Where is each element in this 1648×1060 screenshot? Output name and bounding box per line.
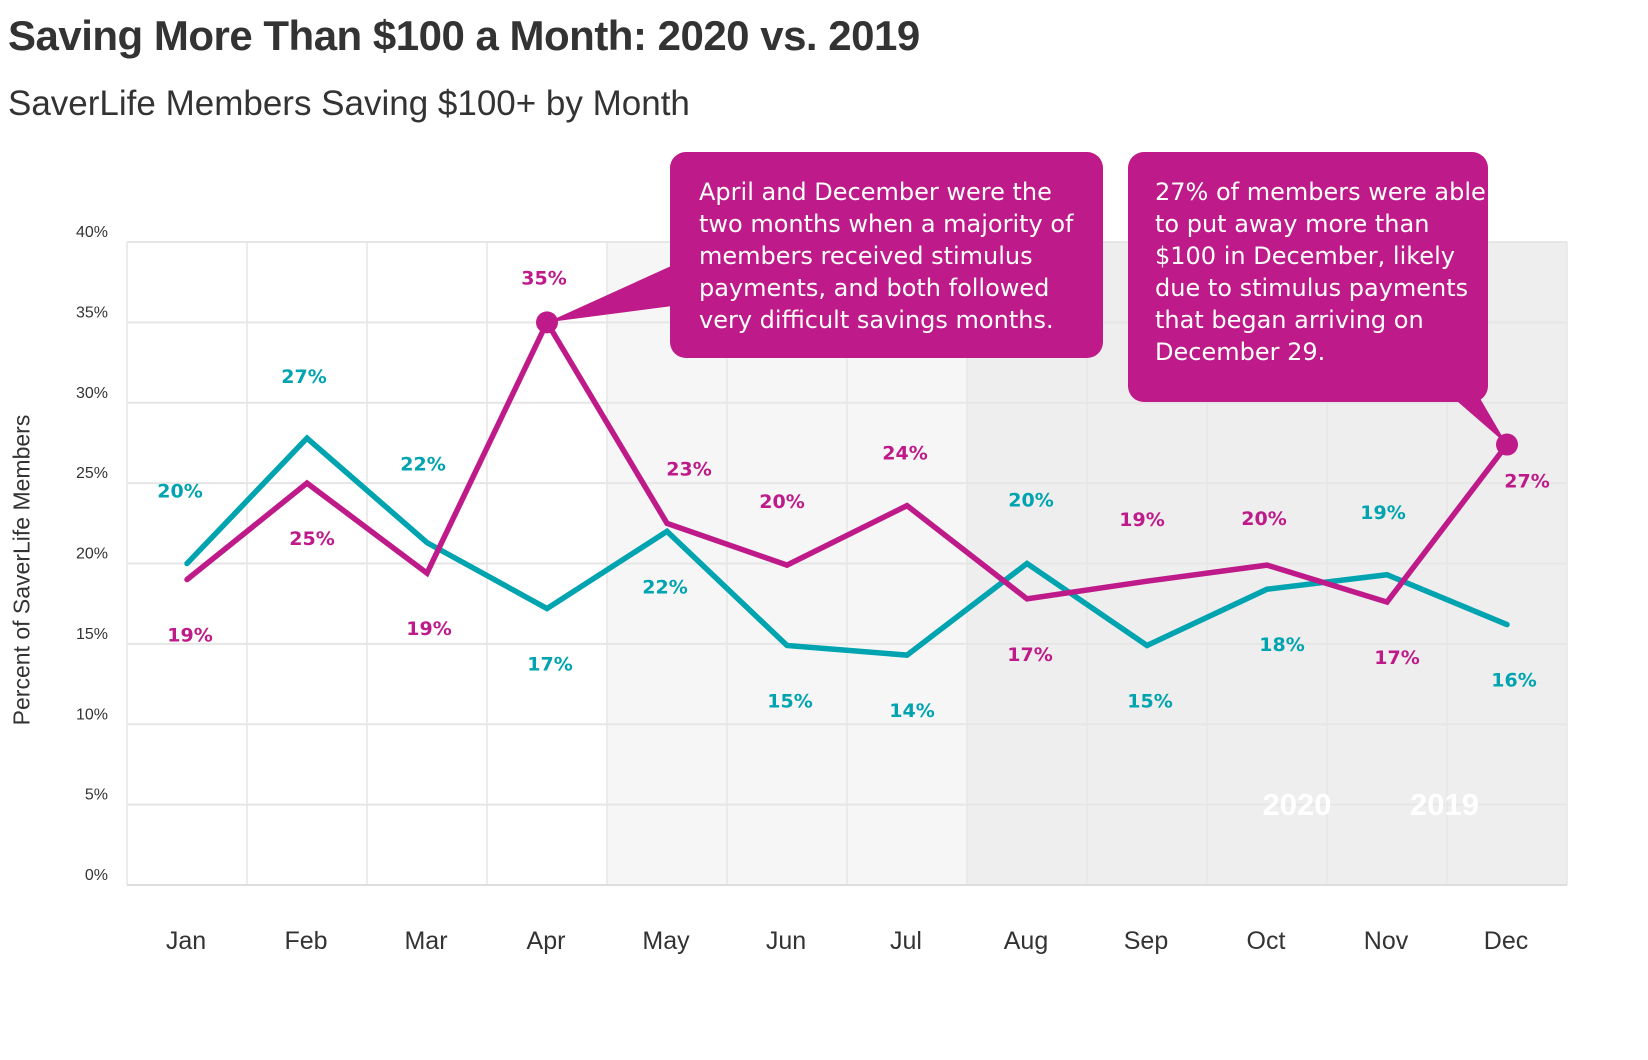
y-tick-label: 5% xyxy=(85,787,108,804)
data-label-2019-apr: 17% xyxy=(527,654,572,676)
chart-title: Saving More Than $100 a Month: 2020 vs. … xyxy=(8,12,920,59)
y-tick-label: 0% xyxy=(85,867,108,884)
marker-2020-dec xyxy=(1496,433,1518,456)
callout-pointers xyxy=(547,262,1507,445)
data-label-2019-jul: 14% xyxy=(889,700,934,722)
data-label-2020-dec: 27% xyxy=(1504,471,1549,493)
x-tick-label: Dec xyxy=(1484,927,1528,955)
data-label-2019-may: 22% xyxy=(642,576,687,598)
x-tick-label: Nov xyxy=(1364,927,1409,955)
y-tick-label: 15% xyxy=(76,626,108,643)
x-tick-label: May xyxy=(642,927,690,955)
data-label-2019-jan: 20% xyxy=(157,481,202,503)
chart-subtitle: SaverLife Members Saving $100+ by Month xyxy=(8,84,690,123)
data-labels: 19% 25% 19% 35% 23% 20% 24% 17% 19% 20% 17% 27% 20% 2… xyxy=(157,267,1549,722)
data-label-2020-sep: 19% xyxy=(1119,509,1164,531)
series-lines xyxy=(184,316,1510,658)
y-tick-label: 20% xyxy=(76,546,108,563)
data-label-2020-apr: 35% xyxy=(521,267,566,289)
data-label-2019-feb: 27% xyxy=(281,366,326,388)
highlight-markers xyxy=(536,311,1518,456)
y-tick-label: 10% xyxy=(76,706,108,723)
data-label-2019-jun: 15% xyxy=(767,690,812,712)
data-label-2020-nov: 17% xyxy=(1374,647,1419,669)
data-label-2019-nov: 19% xyxy=(1360,502,1405,524)
data-label-2019-sep: 15% xyxy=(1127,690,1172,712)
data-label-2020-jul: 24% xyxy=(882,443,927,465)
data-label-2019-oct: 18% xyxy=(1259,634,1304,656)
x-tick-label: Jul xyxy=(890,927,922,955)
data-label-2020-mar: 19% xyxy=(406,618,451,640)
data-label-2019-mar: 22% xyxy=(400,454,445,476)
data-label-2019-dec: 16% xyxy=(1491,670,1536,692)
x-axis-ticks: Jan Feb Mar Apr May Jun Jul Aug Sep Oct Nov Dec xyxy=(166,927,1528,955)
data-label-2020-aug: 17% xyxy=(1007,644,1052,666)
grid-lines xyxy=(126,241,1568,886)
marker-2020-apr xyxy=(536,311,558,334)
data-label-2019-aug: 20% xyxy=(1008,490,1053,512)
x-tick-label: Sep xyxy=(1124,927,1168,955)
x-tick-label: Jun xyxy=(766,927,806,955)
y-tick-label: 35% xyxy=(76,304,108,321)
y-tick-label: 30% xyxy=(76,385,108,402)
x-tick-label: Oct xyxy=(1247,927,1286,955)
data-label-2020-may: 23% xyxy=(666,458,711,480)
annotation-december: 27% of members were able to put away mor… xyxy=(1128,152,1488,402)
y-axis-ticks: 0% 5% 10% 15% 20% 25% 30% 35% 40% xyxy=(76,224,108,884)
data-label-2020-oct: 20% xyxy=(1241,508,1286,530)
x-tick-label: Aug xyxy=(1004,927,1048,955)
x-tick-label: Jan xyxy=(166,927,206,955)
callout-pointer-december xyxy=(1450,395,1507,445)
legend-item-2020: 2020 xyxy=(1262,787,1332,822)
series-line-2019 xyxy=(184,434,1510,658)
y-tick-label: 40% xyxy=(76,224,108,241)
data-label-2020-feb: 25% xyxy=(289,528,334,550)
callout-pointer-april xyxy=(547,262,680,323)
legend-item-2019: 2019 xyxy=(1410,787,1479,822)
series-line-2020 xyxy=(184,316,1510,606)
x-tick-label: Mar xyxy=(404,927,447,955)
annotation-april: April and December were the two months w… xyxy=(670,152,1103,358)
x-tick-label: Apr xyxy=(527,927,566,955)
data-label-2020-jun: 20% xyxy=(759,491,804,513)
y-tick-label: 25% xyxy=(76,465,108,482)
x-tick-label: Feb xyxy=(284,927,327,955)
data-label-2020-jan: 19% xyxy=(167,625,212,647)
